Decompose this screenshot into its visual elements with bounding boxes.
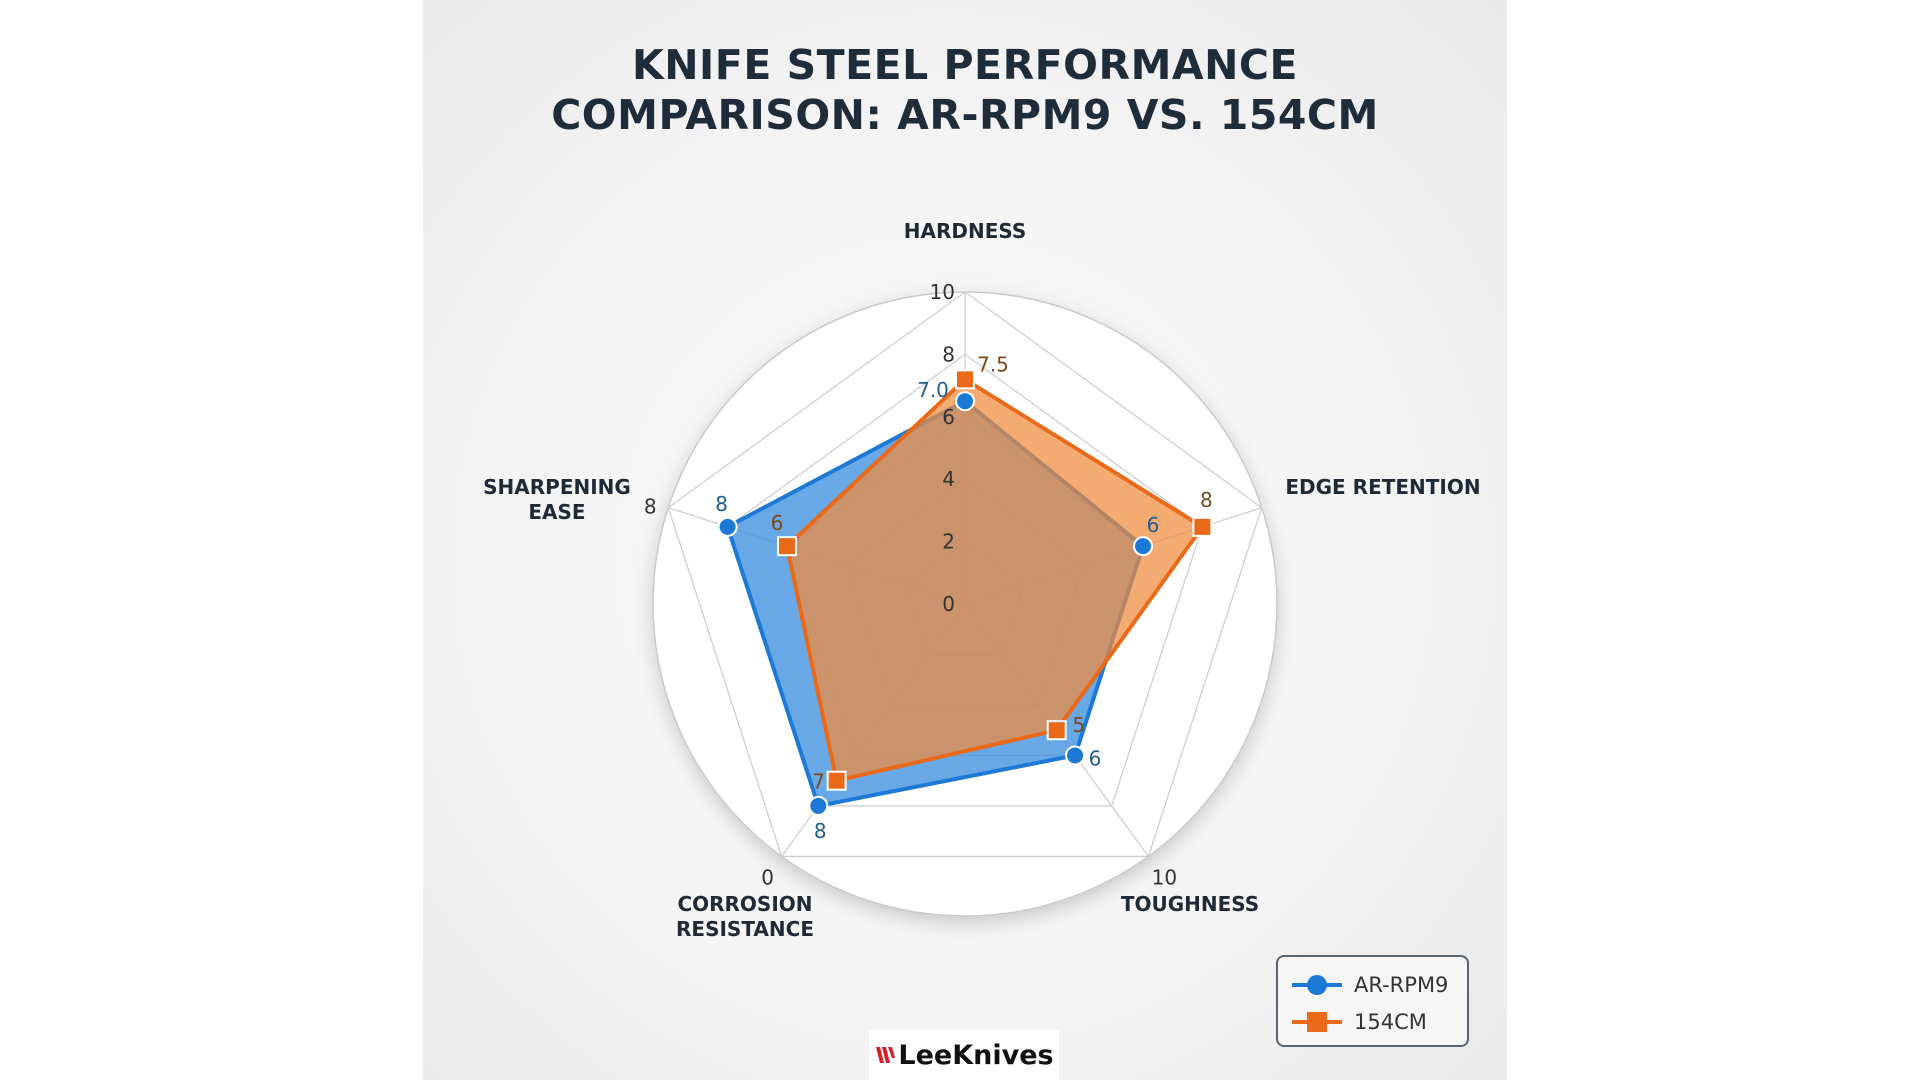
axis-label-sharpening: SHARPENING: [483, 475, 631, 499]
data-point: [1065, 745, 1086, 766]
data-label: 6: [1089, 746, 1102, 770]
axis-label-sharpening: EASE: [528, 500, 585, 524]
grid-ring: [667, 291, 1263, 858]
axis-label-edge: EDGE RETENTION: [1285, 475, 1480, 499]
data-point: [955, 369, 975, 390]
axis-end-label: 8: [644, 495, 657, 519]
axis-end-label: 10: [1152, 865, 1177, 889]
slash-logo-icon: [876, 1047, 896, 1063]
axis-label-corrosion: CORROSION: [677, 892, 812, 916]
data-label: 7.5: [977, 352, 1009, 376]
data-point: [826, 770, 847, 791]
title-line-2: COMPARISON: AR-RPM9 VS. 154CM: [551, 91, 1379, 139]
series-area-154cm: [784, 377, 1205, 783]
legend-label: AR-RPM9: [1354, 973, 1449, 997]
axis-end-label: 0: [761, 865, 774, 889]
tick-label: 2: [942, 530, 955, 554]
legend-item-154cm: 154CM: [1292, 1007, 1462, 1037]
title-line-1: KNIFE STEEL PERFORMANCE: [631, 41, 1299, 89]
chart-legend: AR-RPM9 154CM: [1276, 955, 1469, 1047]
logo-text: LeeKnives: [898, 1039, 1054, 1071]
chart-title: KNIFE STEEL PERFORMANCE COMPARISON: AR-R…: [423, 40, 1507, 140]
data-label: 8: [1200, 488, 1213, 512]
tick-label: 10: [930, 280, 955, 304]
data-label: 6: [1147, 513, 1160, 537]
tick-label: 6: [942, 405, 955, 429]
data-label: 7.0: [917, 378, 949, 402]
axis-label-corrosion: RESISTANCE: [676, 917, 814, 941]
data-point: [1133, 536, 1154, 557]
data-label: 8: [715, 492, 728, 516]
tick-label: 8: [942, 342, 955, 366]
data-point: [776, 536, 797, 557]
legend-label: 154CM: [1354, 1010, 1427, 1034]
tick-label: 4: [942, 467, 955, 491]
data-point: [808, 795, 829, 816]
data-point: [1046, 720, 1067, 741]
data-label: 6: [771, 511, 784, 535]
axis-label-hardness: HARDNESS: [904, 219, 1027, 243]
data-label: 5: [1072, 713, 1085, 737]
data-point: [955, 391, 975, 412]
square-marker-icon: [1307, 1012, 1327, 1032]
data-point: [1192, 516, 1213, 537]
axis-label-toughness: TOUGHNESS: [1121, 892, 1259, 916]
circle-marker-icon: [1307, 975, 1327, 995]
data-label: 7: [812, 770, 825, 794]
legend-item-ar-rpm9: AR-RPM9: [1292, 970, 1462, 1000]
data-point: [717, 516, 738, 537]
grid-ring: [726, 353, 1204, 807]
data-label: 8: [814, 819, 827, 843]
brand-logo: LeeKnives: [869, 1030, 1059, 1080]
tick-label: 0: [942, 592, 955, 616]
